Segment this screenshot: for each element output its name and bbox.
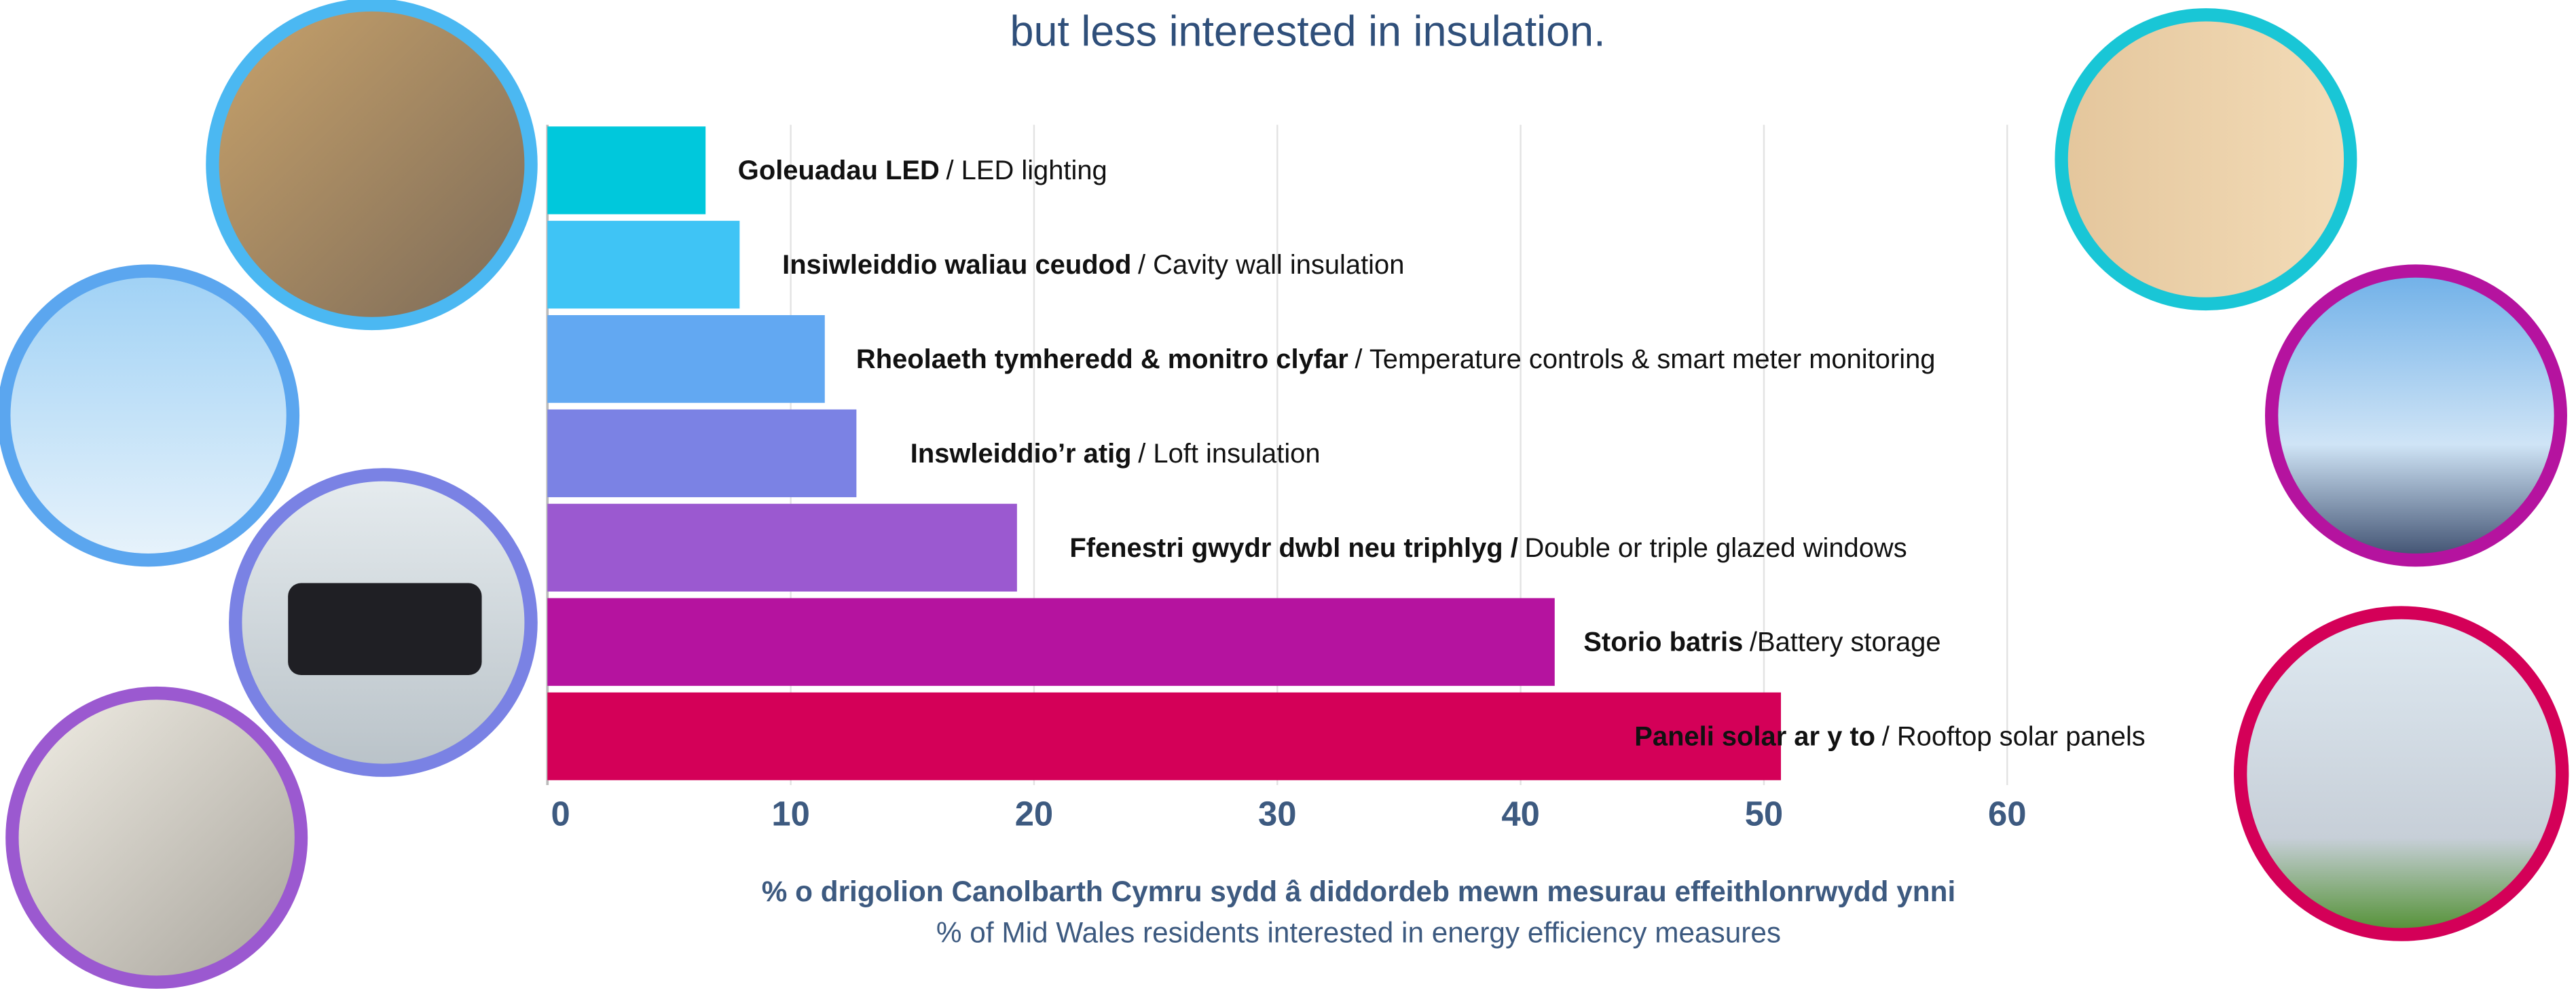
category-label: Inswleiddio’r atig/ Loft insulation [910,438,1321,468]
x-axis-subtitle: % of Mid Wales residents interested in e… [936,916,1781,948]
category-welsh: Insiwleiddio waliau ceudod [782,250,1131,280]
x-tick-label: 0 [551,794,570,833]
category-english: /Battery storage [1750,627,1941,657]
bar [547,504,1017,592]
category-label: Rheolaeth tymheredd & monitro clyfar/ Te… [856,344,1936,374]
x-tick-label: 30 [1258,794,1296,833]
bar [547,693,1781,780]
category-welsh: Ffenestri gwydr dwbl neu triphlyg / [1069,532,1517,562]
bar [547,221,739,308]
x-tick-label: 20 [1015,794,1053,833]
x-tick-label: 40 [1501,794,1539,833]
x-tick-label: 50 [1745,794,1783,833]
bar [547,315,825,403]
category-label: Goleuadau LED/ LED lighting [738,156,1107,185]
photo-loft [2061,15,2351,304]
meter-device [288,583,481,675]
category-label: Ffenestri gwydr dwbl neu triphlyg /Doubl… [1069,532,1907,562]
photo-led [12,693,301,983]
category-label: Storio batris/Battery storage [1583,627,1940,657]
bar [547,126,705,214]
category-english: / LED lighting [946,156,1107,185]
category-welsh: Storio batris [1583,627,1743,657]
chart: but less interested in insulation. % o d… [0,0,2576,997]
category-english: / Rooftop solar panels [1882,721,2146,751]
category-label: Insiwleiddio waliau ceudod/ Cavity wall … [782,250,1404,280]
x-tick-label: 60 [1988,794,2026,833]
x-tick-label: 10 [771,794,809,833]
category-english: / Loft insulation [1138,438,1320,468]
category-label: Paneli solar ar y to/ Rooftop solar pane… [1634,721,2145,751]
category-welsh: Inswleiddio’r atig [910,438,1132,468]
photo-windows [4,271,293,560]
chart-title: but less interested in insulation. [1010,7,1605,55]
category-welsh: Goleuadau LED [738,156,940,185]
photo-battery [2241,613,2562,935]
bar [547,410,856,497]
photo-solar [2272,271,2561,560]
category-english: Double or triple glazed windows [1524,532,1907,562]
category-welsh: Rheolaeth tymheredd & monitro clyfar [856,344,1348,374]
category-welsh: Paneli solar ar y to [1634,721,1875,751]
photos [4,5,2562,982]
photo-insulation [213,5,531,323]
bar [547,598,1555,686]
x-axis-title: % o drigolion Canolbarth Cymru sydd â di… [762,875,1955,907]
category-english: / Temperature controls & smart meter mon… [1355,344,1935,374]
category-english: / Cavity wall insulation [1138,250,1404,280]
